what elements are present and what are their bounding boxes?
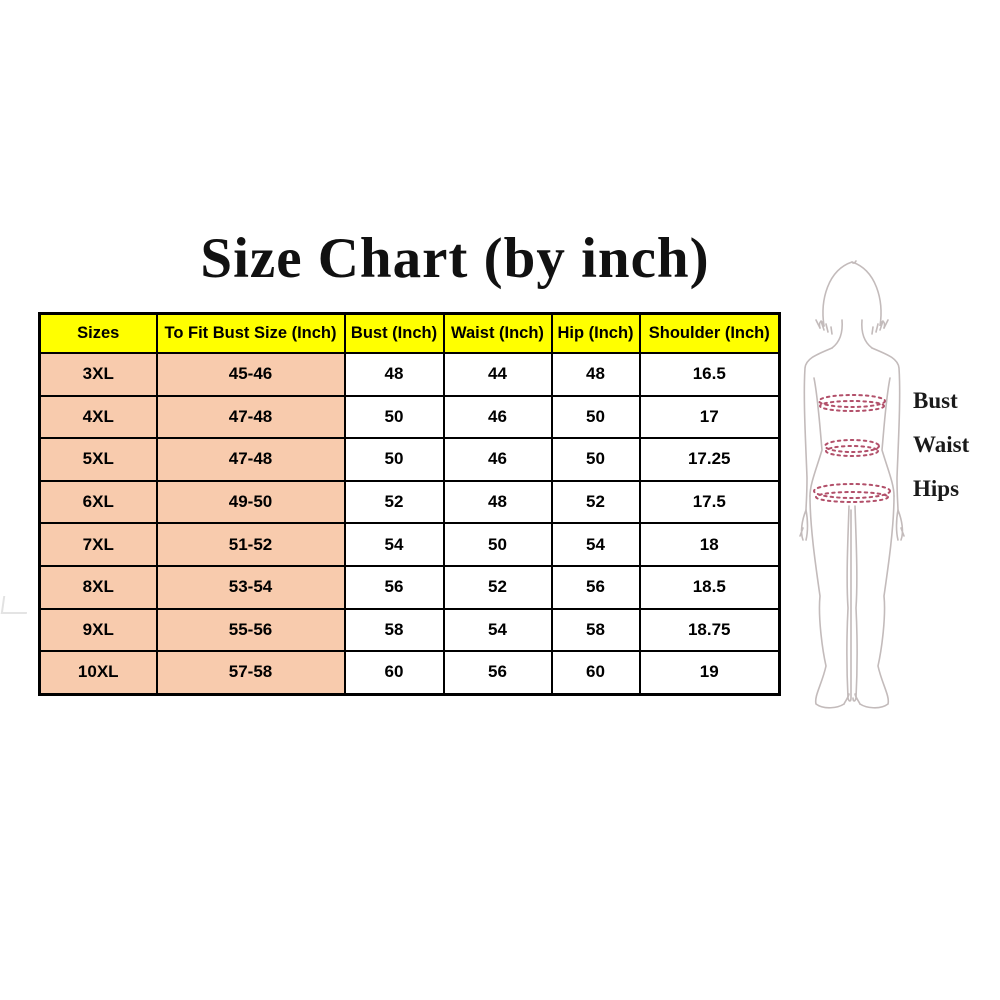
table-row: 8XL 53-54 56 52 56 18.5 bbox=[38, 564, 781, 610]
value-cell: 48 bbox=[343, 352, 445, 397]
table-row: 4XL 47-48 50 46 50 17 bbox=[38, 394, 781, 440]
table-row: 9XL 55-56 58 54 58 18.75 bbox=[38, 607, 781, 653]
table-header-row: Sizes To Fit Bust Size (Inch) Bust (Inch) W… bbox=[38, 312, 781, 354]
value-cell: 60 bbox=[550, 650, 641, 696]
body-outline-illustration bbox=[799, 260, 905, 709]
value-cell: 54 bbox=[442, 607, 553, 653]
size-cell: 4XL bbox=[38, 394, 158, 440]
value-cell: 18 bbox=[638, 522, 781, 567]
hips-label: Hips bbox=[913, 476, 960, 501]
value-cell: 17 bbox=[638, 394, 781, 440]
value-cell: 55-56 bbox=[155, 607, 346, 653]
measurement-figure: Bust Waist Hips bbox=[780, 248, 1000, 728]
value-cell: 18.75 bbox=[638, 607, 781, 653]
column-header: Shoulder (Inch) bbox=[638, 312, 781, 354]
value-cell: 50 bbox=[550, 394, 641, 440]
value-cell: 56 bbox=[343, 564, 445, 610]
bust-label: Bust bbox=[913, 388, 958, 413]
value-cell: 56 bbox=[550, 564, 641, 610]
value-cell: 50 bbox=[343, 394, 445, 440]
watermark-fragment bbox=[0, 596, 30, 614]
value-cell: 57-58 bbox=[155, 650, 346, 696]
column-header: Hip (Inch) bbox=[550, 312, 641, 354]
value-cell: 48 bbox=[550, 352, 641, 397]
value-cell: 50 bbox=[550, 437, 641, 482]
value-cell: 52 bbox=[550, 479, 641, 525]
column-header: Waist (Inch) bbox=[442, 312, 553, 354]
value-cell: 46 bbox=[442, 437, 553, 482]
value-cell: 54 bbox=[343, 522, 445, 567]
value-cell: 53-54 bbox=[155, 564, 346, 610]
value-cell: 50 bbox=[442, 522, 553, 567]
table-row: 10XL 57-58 60 56 60 19 bbox=[38, 650, 781, 696]
size-cell: 6XL bbox=[38, 479, 158, 525]
value-cell: 50 bbox=[343, 437, 445, 482]
value-cell: 52 bbox=[343, 479, 445, 525]
size-cell: 9XL bbox=[38, 607, 158, 653]
waist-label: Waist bbox=[913, 432, 970, 457]
value-cell: 49-50 bbox=[155, 479, 346, 525]
value-cell: 46 bbox=[442, 394, 553, 440]
size-cell: 8XL bbox=[38, 564, 158, 610]
value-cell: 52 bbox=[442, 564, 553, 610]
value-cell: 51-52 bbox=[155, 522, 346, 567]
size-chart-table: Sizes To Fit Bust Size (Inch) Bust (Inch) W… bbox=[38, 312, 781, 696]
value-cell: 47-48 bbox=[155, 394, 346, 440]
value-cell: 58 bbox=[343, 607, 445, 653]
table-body: 3XL 45-46 48 44 48 16.5 4XL 47-48 50 46 50 17 5XL 47-… bbox=[38, 352, 781, 696]
table-row: 3XL 45-46 48 44 48 16.5 bbox=[38, 352, 781, 397]
value-cell: 19 bbox=[638, 650, 781, 696]
value-cell: 58 bbox=[550, 607, 641, 653]
table-row: 5XL 47-48 50 46 50 17.25 bbox=[38, 437, 781, 482]
value-cell: 18.5 bbox=[638, 564, 781, 610]
page-title: Size Chart (by inch) bbox=[200, 227, 710, 290]
value-cell: 60 bbox=[343, 650, 445, 696]
value-cell: 54 bbox=[550, 522, 641, 567]
value-cell: 48 bbox=[442, 479, 553, 525]
size-cell: 5XL bbox=[38, 437, 158, 482]
value-cell: 17.25 bbox=[638, 437, 781, 482]
value-cell: 45-46 bbox=[155, 352, 346, 397]
column-header: To Fit Bust Size (Inch) bbox=[155, 312, 346, 354]
value-cell: 44 bbox=[442, 352, 553, 397]
value-cell: 16.5 bbox=[638, 352, 781, 397]
value-cell: 17.5 bbox=[638, 479, 781, 525]
column-header: Bust (Inch) bbox=[343, 312, 445, 354]
value-cell: 56 bbox=[442, 650, 553, 696]
size-cell: 7XL bbox=[38, 522, 158, 567]
size-cell: 10XL bbox=[38, 650, 158, 696]
table-row: 7XL 51-52 54 50 54 18 bbox=[38, 522, 781, 567]
size-cell: 3XL bbox=[38, 352, 158, 397]
table-row: 6XL 49-50 52 48 52 17.5 bbox=[38, 479, 781, 525]
column-header: Sizes bbox=[38, 312, 158, 354]
value-cell: 47-48 bbox=[155, 437, 346, 482]
